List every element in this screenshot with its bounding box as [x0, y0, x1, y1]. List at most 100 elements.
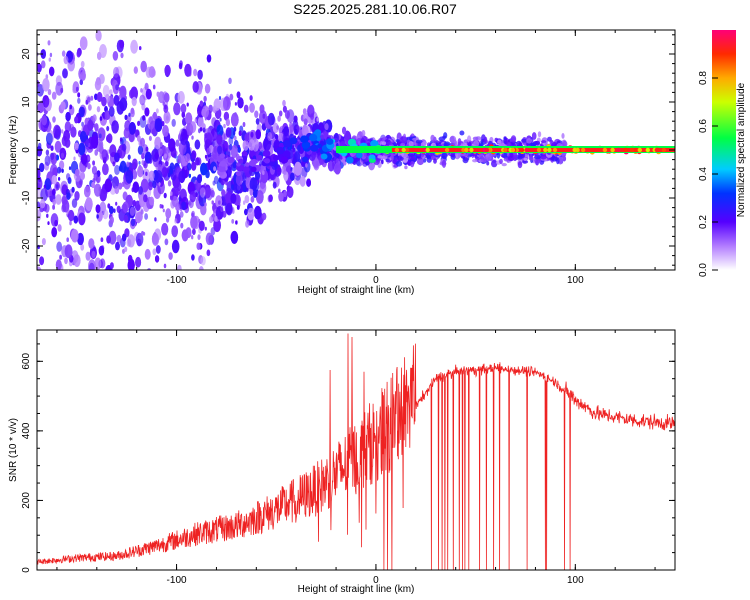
spectral-blob: [78, 106, 85, 118]
spectral-blob: [198, 266, 204, 270]
spectral-blob: [175, 139, 180, 147]
spectral-blob: [96, 106, 101, 113]
spectral-blob: [97, 127, 106, 142]
spectral-blob: [37, 84, 44, 97]
spectral-blob: [110, 262, 114, 269]
spectral-blob: [381, 141, 387, 146]
spectral-blob: [94, 79, 102, 91]
spectral-blob: [116, 234, 122, 244]
spectral-blob: [119, 279, 121, 283]
spectral-blob: [162, 124, 169, 137]
spectral-blob: [55, 184, 59, 189]
spectral-blob: [141, 231, 144, 236]
spectral-blob: [135, 232, 144, 247]
spectral-blob: [135, 256, 142, 268]
spectral-blob: [161, 204, 164, 209]
spectral-blob: [138, 161, 141, 165]
spectral-blob: [52, 116, 56, 123]
spectral-blob: [123, 277, 130, 290]
spectral-blob: [70, 126, 77, 138]
spectral-blob: [111, 120, 119, 134]
spectral-blob: [71, 285, 75, 293]
spectral-blob: [407, 153, 414, 157]
carrier-peak: [654, 147, 659, 153]
spectral-blob: [127, 154, 131, 160]
spectral-blob: [98, 133, 102, 139]
spectral-blob: [472, 136, 479, 141]
spectral-blob: [71, 285, 75, 293]
spectral-blob: [92, 114, 97, 122]
x-tick-label: 0: [373, 575, 379, 586]
spectral-blob: [128, 112, 131, 117]
spectral-blob: [94, 257, 102, 270]
carrier-peak: [300, 135, 309, 143]
spectral-blob: [112, 51, 119, 61]
spectral-blob: [180, 103, 187, 114]
spectral-blob: [168, 138, 176, 152]
spectral-blob: [74, 116, 79, 124]
spectral-blob: [112, 176, 119, 189]
spectral-blob: [481, 156, 487, 163]
spectral-blob: [255, 190, 264, 204]
spectral-blob: [66, 192, 71, 200]
spectral-blob: [55, 81, 64, 96]
spectral-blob: [276, 125, 279, 130]
spectral-blob: [102, 209, 109, 220]
spectral-blob: [242, 139, 249, 151]
carrier-peak: [572, 147, 577, 153]
spectral-blob: [121, 143, 127, 152]
spectral-blob: [176, 210, 179, 215]
spectral-blob: [197, 234, 201, 241]
spectral-blob: [192, 81, 199, 93]
spectral-blob: [228, 77, 232, 85]
spectral-blob: [66, 237, 69, 242]
carrier-peak: [404, 147, 410, 153]
spectral-blob: [71, 270, 78, 282]
spectral-blob: [107, 133, 113, 144]
spectral-blob: [531, 132, 537, 140]
carrier-peak: [369, 158, 374, 163]
carrier-peak: [394, 147, 400, 153]
spectral-blob: [517, 161, 523, 169]
spectral-blob: [119, 160, 127, 173]
carrier-peak: [524, 147, 529, 153]
spectrogram-x-label: Height of straight line (km): [298, 285, 415, 296]
spectral-blob: [43, 278, 47, 285]
spectral-blob: [74, 142, 79, 151]
x-tick-label: -100: [167, 575, 187, 586]
snr-series: [37, 333, 675, 570]
spectral-blob: [100, 11, 107, 24]
spectral-blob: [130, 107, 135, 114]
spectral-blob: [44, 4, 50, 16]
spectral-blob: [154, 217, 157, 222]
x-tick-label: 0: [373, 275, 379, 286]
spectral-blob: [51, 283, 54, 288]
carrier-peak: [283, 140, 292, 148]
spectral-blob: [61, 306, 66, 314]
spectral-blob: [351, 155, 358, 165]
spectral-blob: [71, 186, 75, 193]
spectral-blob: [141, 160, 145, 166]
spectral-blob: [47, 25, 49, 29]
spectral-blob: [191, 150, 197, 160]
spectral-blob: [415, 139, 423, 144]
spectral-blob: [72, 81, 80, 94]
carrier-peak: [616, 147, 621, 153]
y-tick-label: 600: [21, 353, 32, 370]
spectral-blob: [218, 96, 222, 100]
carrier-peak: [317, 143, 322, 149]
carrier-peak: [262, 150, 271, 157]
carrier-peak: [547, 147, 552, 153]
carrier-peak: [272, 154, 280, 161]
spectral-blob: [177, 264, 182, 270]
spectral-blob: [163, 192, 167, 199]
spectral-blob: [307, 104, 315, 118]
spectral-blob: [114, 152, 120, 163]
spectral-blob: [155, 245, 161, 254]
spectral-blob: [278, 132, 285, 144]
spectral-blob: [189, 191, 196, 203]
spectral-blob: [140, 137, 145, 147]
spectral-blob: [156, 91, 160, 97]
